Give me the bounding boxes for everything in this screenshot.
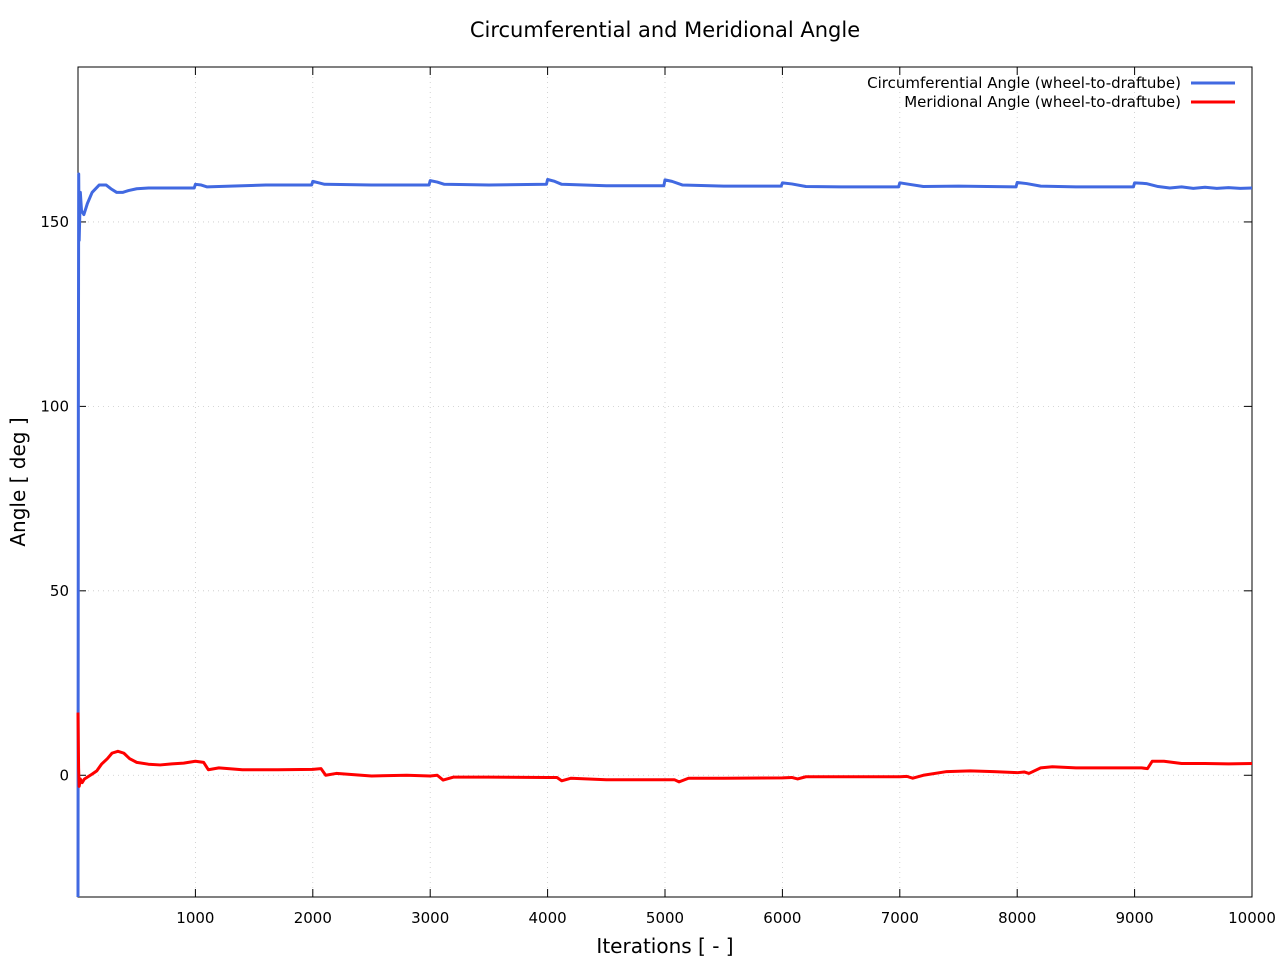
series-line-meridional <box>76 712 1253 788</box>
legend: Circumferential Angle (wheel-to-draftube… <box>867 74 1235 111</box>
y-tick-label: 100 <box>40 397 69 415</box>
x-tick-label: 3000 <box>411 909 449 927</box>
chart-title: Circumferential and Meridional Angle <box>470 18 860 42</box>
x-tick-label: 7000 <box>881 909 919 927</box>
x-tick-label: 1000 <box>176 909 214 927</box>
legend-label-circumferential: Circumferential Angle (wheel-to-draftube… <box>867 74 1181 92</box>
series-lines <box>76 172 1253 898</box>
y-tick-label: 150 <box>40 213 69 231</box>
grid-lines <box>78 67 1252 897</box>
x-tick-label: 9000 <box>1116 909 1154 927</box>
x-tick-label: 5000 <box>646 909 684 927</box>
x-tick-label: 8000 <box>998 909 1036 927</box>
y-tick-label: 50 <box>50 582 69 600</box>
series-line-circumferential <box>76 172 1253 898</box>
y-axis-title: Angle [ deg ] <box>6 417 30 546</box>
x-tick-label: 2000 <box>294 909 332 927</box>
y-tick-label: 0 <box>59 766 69 784</box>
x-tick-label: 10000 <box>1228 909 1276 927</box>
x-tick-label: 4000 <box>529 909 567 927</box>
x-tick-label: 6000 <box>763 909 801 927</box>
axis-ticks: 1000 2000 3000 4000 5000 6000 7000 8000 9000 1000… <box>40 67 1276 927</box>
x-axis-title: Iterations [ - ] <box>596 934 733 958</box>
legend-label-meridional: Meridional Angle (wheel-to-draftube) <box>904 93 1181 111</box>
